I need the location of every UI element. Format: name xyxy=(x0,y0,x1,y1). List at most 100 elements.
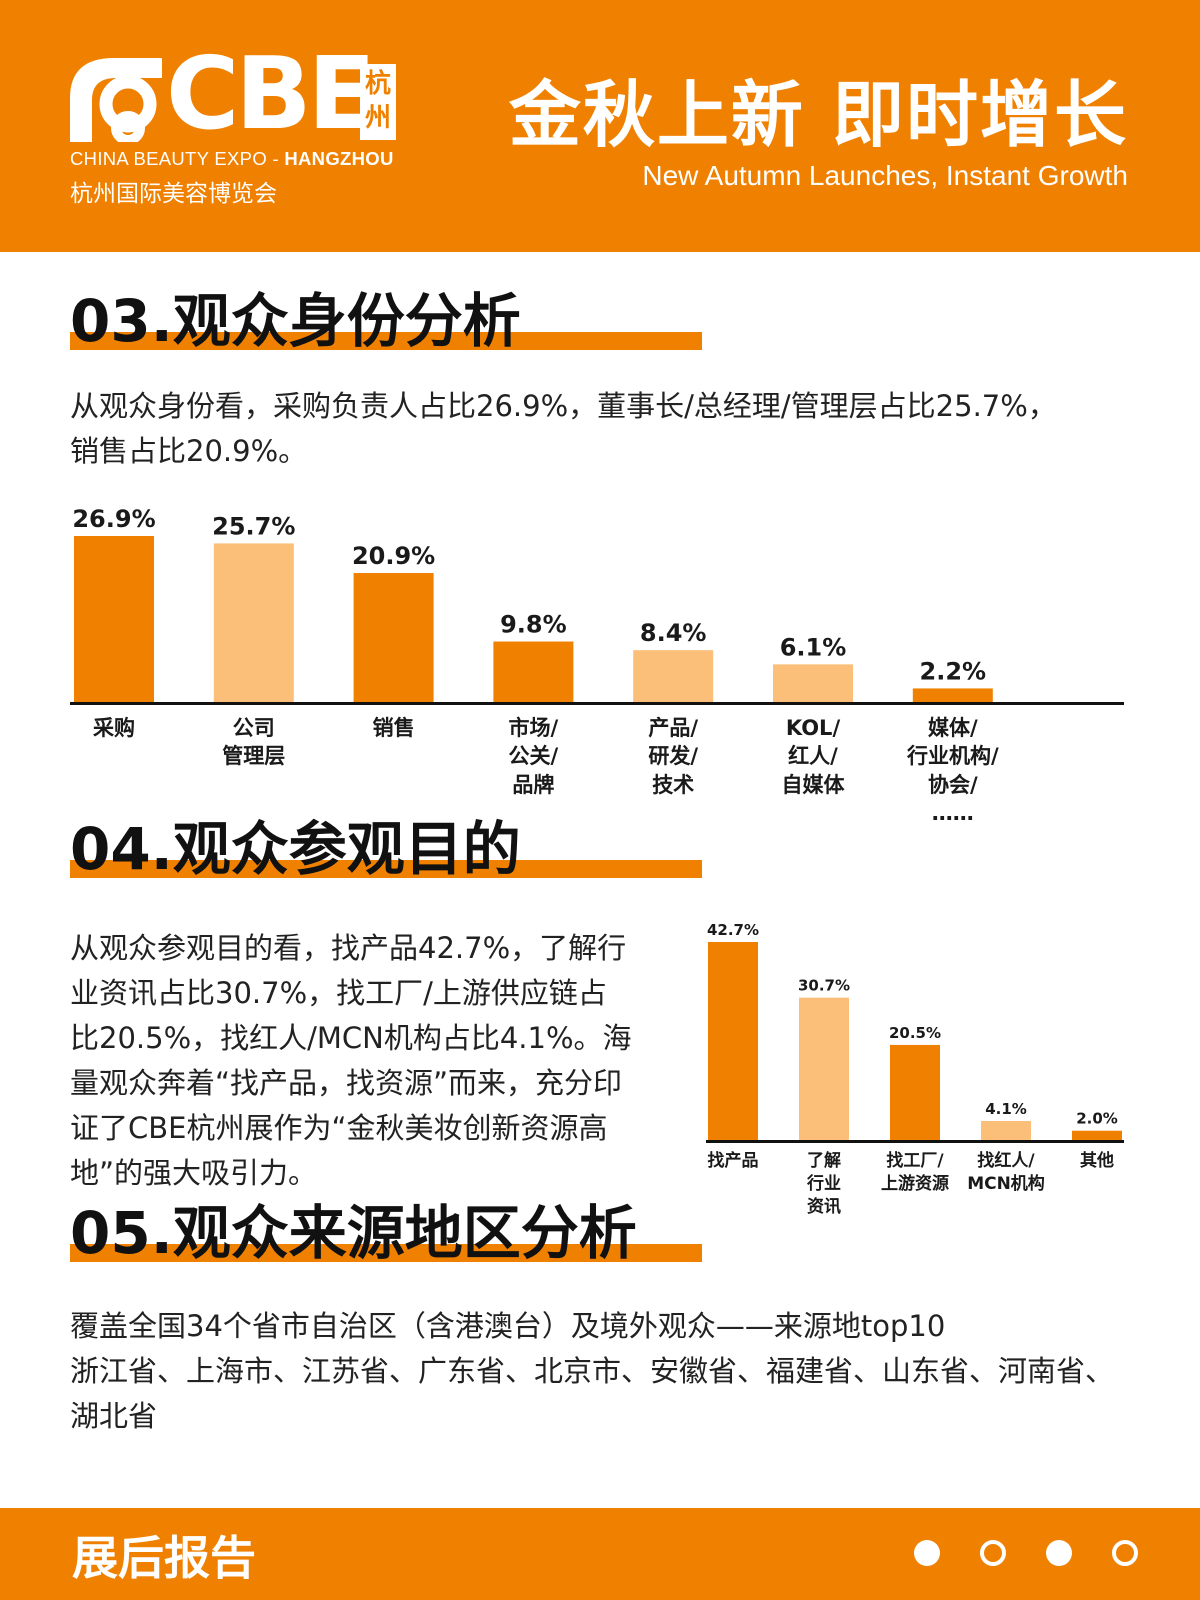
identity-chart-category-line: 红人/ xyxy=(788,744,838,769)
identity-chart-value-label: 20.9% xyxy=(352,542,435,570)
purpose-chart-category-line: 找产品 xyxy=(707,1151,759,1171)
identity-chart-bar xyxy=(493,641,574,702)
purpose-chart-category-label: 找产品 xyxy=(685,1150,781,1173)
identity-chart-bar xyxy=(353,573,434,702)
identity-chart-category-line: 公关/ xyxy=(508,744,559,769)
section-5-title: 05.观众来源地区分析 xyxy=(70,1199,702,1267)
identity-chart-category-label: 市场/公关/品牌 xyxy=(463,714,603,799)
section-5-line-2: 浙江省、上海市、江苏省、广东省、北京市、安徽省、福建省、山东省、河南省、 xyxy=(70,1353,1115,1388)
page-dot-3[interactable] xyxy=(1046,1540,1072,1566)
identity-chart-category-line: 自媒体 xyxy=(781,772,845,797)
header-banner: CBE 杭 州 CHINA BEAUTY EXPO - HANGZHOU 杭州国… xyxy=(0,0,1200,252)
identity-bar-chart: 26.9% 25.7% 20.9% 9.8% 8.4% 6.1% 2.2% 采购 公司 管理层 销售… xyxy=(0,488,1200,838)
purpose-chart-category-line: 资讯 xyxy=(807,1196,841,1217)
identity-chart-category-line: …… xyxy=(931,801,974,826)
title-underline xyxy=(70,859,702,878)
logo-cbe-text: CBE xyxy=(166,35,376,152)
purpose-chart-bar xyxy=(799,997,849,1140)
identity-chart-value-label: 25.7% xyxy=(212,512,295,540)
purpose-chart-bar xyxy=(890,1044,940,1140)
purpose-chart-value-label: 42.7% xyxy=(707,921,759,939)
purpose-chart-bar xyxy=(981,1120,1031,1140)
cbe-logo: CBE 杭 州 CHINA BEAUTY EXPO - HANGZHOU 杭州国… xyxy=(70,44,430,208)
identity-chart-value-label: 2.2% xyxy=(920,657,987,685)
purpose-chart-category-label: 找红人/MCN机构 xyxy=(958,1150,1054,1196)
identity-chart-category-line: 技术 xyxy=(652,772,695,797)
purpose-chart-category-line: 其他 xyxy=(1080,1151,1114,1171)
section-4-line-1: 从观众参观目的看，找产品42.7%，了解行 xyxy=(70,931,627,965)
logo-city-char-2: 州 xyxy=(364,103,391,133)
section-3-title-text: 03.观众身份分析 xyxy=(70,287,521,355)
identity-chart-category-line: 销售 xyxy=(372,716,415,740)
section-4-title: 04.观众参观目的 xyxy=(70,815,702,883)
purpose-chart-category-line: 了解 xyxy=(807,1151,841,1171)
identity-chart-category-line: 协会/ xyxy=(927,772,978,797)
purpose-chart-category-label: 找工厂/上游资源 xyxy=(867,1150,963,1196)
identity-chart-category-line: 品牌 xyxy=(512,772,555,797)
identity-chart-value-label: 26.9% xyxy=(72,505,155,533)
identity-chart-bar xyxy=(74,536,154,702)
identity-chart-category-line: 研发/ xyxy=(648,744,699,769)
section-5-paragraph: 覆盖全国34个省市自治区（含港澳台）及境外观众——来源地top10 浙江省、上海… xyxy=(70,1304,1114,1439)
section-4-paragraph: 从观众参观目的看，找产品42.7%，了解行 业资讯占比30.7%，找工厂/上游供… xyxy=(70,926,670,1196)
page-dot-1[interactable] xyxy=(914,1540,940,1566)
identity-chart-category-line: 公司 xyxy=(232,716,275,740)
slogan-english: New Autumn Launches, Instant Growth xyxy=(642,160,1128,191)
identity-chart-category-label: 公司 管理层 xyxy=(184,714,324,771)
page-dot-2[interactable] xyxy=(980,1540,1006,1566)
identity-chart-category-line: KOL/ xyxy=(785,716,841,740)
identity-chart-bar xyxy=(633,650,714,702)
identity-chart-category-label: 产品/研发/技术 xyxy=(603,714,743,799)
section-4-line-6: 地”的强大吸引力。 xyxy=(70,1155,318,1190)
identity-chart-category-label: 采购 xyxy=(44,714,184,742)
footer-banner: 展后报告 xyxy=(0,1508,1200,1600)
purpose-chart-category-line: 上游资源 xyxy=(881,1173,949,1194)
identity-chart-svg: 26.9% 25.7% 20.9% 9.8% 8.4% 6.1% 2.2% xyxy=(70,505,1124,705)
identity-chart-bar xyxy=(213,543,294,702)
section-3-line-2: 销售占比20.9%。 xyxy=(70,433,308,468)
section-3-paragraph: 从观众身份看，采购负责人占比26.9%，董事长/总经理/管理层占比25.7%， … xyxy=(70,384,1057,474)
purpose-bar-chart: 42.7% 30.7% 20.5% 4.1% 2.0% 找产品 了解 行业 资讯 找工厂/上游资源… xyxy=(0,900,1200,1230)
identity-chart-bar xyxy=(773,664,853,702)
purpose-chart-category-line: MCN机构 xyxy=(967,1173,1045,1194)
identity-chart-category-line: 市场/ xyxy=(508,716,559,740)
purpose-chart-category-line: 行业 xyxy=(807,1173,841,1194)
section-4-line-5: 证了CBE杭州展作为“金秋美妆创新资源高 xyxy=(70,1110,608,1145)
identity-chart-category-line: 行业机构/ xyxy=(906,744,999,769)
logo-chinese-name: 杭州国际美容博览会 xyxy=(70,181,277,207)
purpose-chart-value-label: 2.0% xyxy=(1076,1110,1118,1128)
purpose-chart-value-label: 30.7% xyxy=(798,977,850,995)
identity-chart-category-line: 产品/ xyxy=(648,716,699,740)
logo-city-char-1: 杭 xyxy=(364,69,391,100)
identity-chart-category-label: 媒体/行业机构/协会/ …… xyxy=(883,714,1023,827)
purpose-chart-category-label: 了解 行业 资讯 xyxy=(776,1150,872,1219)
page-dots xyxy=(914,1540,1138,1566)
logo-en-prefix: CHINA BEAUTY EXPO - xyxy=(70,148,285,169)
purpose-chart-bar xyxy=(1072,1130,1122,1140)
title-underline xyxy=(70,331,702,350)
identity-chart-category-line: 媒体/ xyxy=(927,716,978,740)
section-4-line-2: 业资讯占比30.7%，找工厂/上游供应链占 xyxy=(70,975,607,1010)
identity-chart-category-line: 管理层 xyxy=(222,744,286,769)
section-4-title-text: 04.观众参观目的 xyxy=(70,815,521,883)
identity-chart-category-label: 销售 xyxy=(324,714,464,742)
logo-en-city: HANGZHOU xyxy=(284,148,394,169)
section-5-title-text: 05.观众来源地区分析 xyxy=(70,1199,637,1267)
section-3-line-1: 从观众身份看，采购负责人占比26.9%，董事长/总经理/管理层占比25.7%， xyxy=(70,389,1057,423)
slogan-chinese: 金秋上新 即时增长 xyxy=(508,73,1128,157)
identity-chart-category-label: KOL/红人/自媒体 xyxy=(743,714,883,799)
identity-chart-value-label: 8.4% xyxy=(640,619,707,647)
section-4-line-3: 比20.5%，找红人/MCN机构占比4.1%。海 xyxy=(70,1020,632,1055)
section-5-line-1: 覆盖全国34个省市自治区（含港澳台）及境外观众——来源地top10 xyxy=(70,1309,946,1343)
page-dot-4[interactable] xyxy=(1112,1540,1138,1566)
footer-title: 展后报告 xyxy=(72,1531,256,1585)
purpose-chart-category-label: 其他 xyxy=(1049,1150,1145,1173)
identity-chart-bar xyxy=(912,688,993,702)
logo-city-badge: 杭 州 xyxy=(360,64,396,140)
identity-chart-value-label: 9.8% xyxy=(500,611,567,639)
identity-chart-value-label: 6.1% xyxy=(780,633,847,661)
purpose-chart-bar xyxy=(708,942,758,1140)
cbe-logo-mark-icon xyxy=(70,58,162,142)
logo-english-name: CHINA BEAUTY EXPO - HANGZHOU xyxy=(70,148,394,170)
purpose-chart-value-label: 4.1% xyxy=(985,1100,1027,1118)
